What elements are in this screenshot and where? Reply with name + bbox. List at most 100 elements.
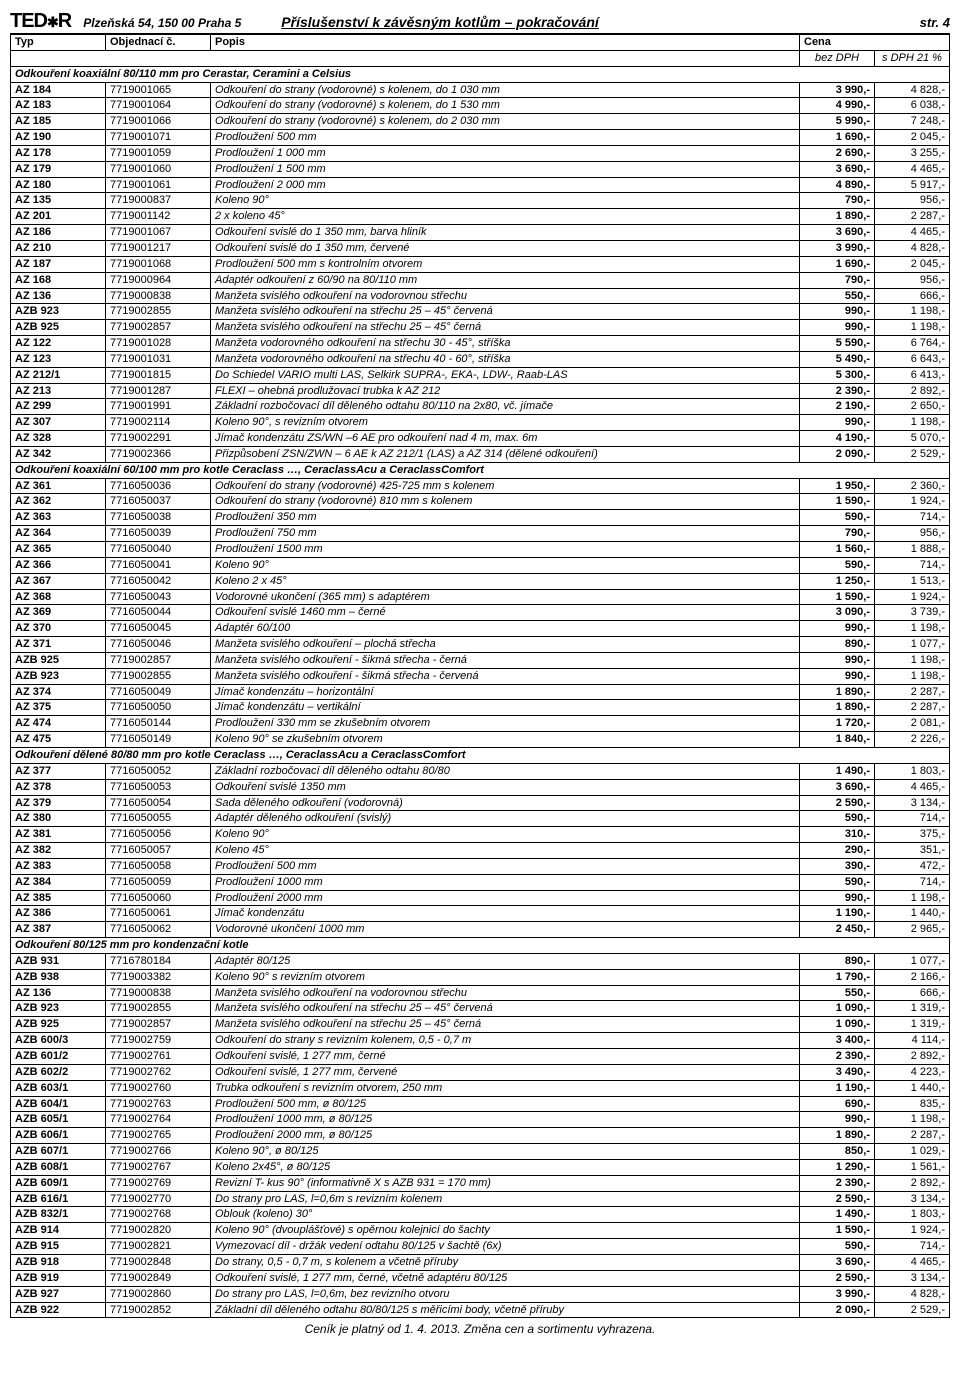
cell-obj: 7716050055 xyxy=(106,811,211,827)
cell-p1: 790,- xyxy=(800,193,875,209)
cell-typ: AZB 914 xyxy=(11,1223,106,1239)
page-title: Příslušenství k závěsným kotlům – pokrač… xyxy=(281,14,919,30)
cell-obj: 7719002821 xyxy=(106,1239,211,1255)
cell-obj: 7716050054 xyxy=(106,795,211,811)
cell-typ: AZB 925 xyxy=(11,1017,106,1033)
cell-typ: AZ 201 xyxy=(11,209,106,225)
cell-typ: AZ 363 xyxy=(11,510,106,526)
cell-popis: Vodorovné ukončení (365 mm) s adaptérem xyxy=(211,589,800,605)
table-row: AZ 3757716050050Jímač kondenzátu – verti… xyxy=(11,700,950,716)
table-row: AZ 1357719000837Koleno 90°790,-956,- xyxy=(11,193,950,209)
table-row: AZB 608/17719002767Koleno 2x45°, ø 80/12… xyxy=(11,1159,950,1175)
cell-p1: 1 890,- xyxy=(800,700,875,716)
cell-p2: 2 166,- xyxy=(875,969,950,985)
cell-obj: 7716050149 xyxy=(106,732,211,748)
cell-p2: 1 319,- xyxy=(875,1017,950,1033)
cell-p2: 1 513,- xyxy=(875,573,950,589)
cell-p1: 590,- xyxy=(800,1239,875,1255)
cell-popis: Základní díl děleného odtahu 80/80/125 s… xyxy=(211,1302,800,1318)
cell-p2: 4 465,- xyxy=(875,779,950,795)
cell-p1: 2 690,- xyxy=(800,145,875,161)
cell-obj: 7719002767 xyxy=(106,1159,211,1175)
cell-p1: 290,- xyxy=(800,843,875,859)
cell-p1: 4 990,- xyxy=(800,98,875,114)
cell-p1: 390,- xyxy=(800,858,875,874)
cell-p1: 1 950,- xyxy=(800,478,875,494)
table-row: AZB 9147719002820Koleno 90° (dvouplášťov… xyxy=(11,1223,950,1239)
cell-popis: Odkouření do strany (vodorovné) s kolene… xyxy=(211,98,800,114)
cell-obj: 7719001071 xyxy=(106,130,211,146)
table-row: AZ 1787719001059Prodloužení 1 000 mm2 69… xyxy=(11,145,950,161)
table-row: AZ 3787716050053Odkouření svislé 1350 mm… xyxy=(11,779,950,795)
cell-obj: 7716050060 xyxy=(106,890,211,906)
table-row: AZ 3667716050041Koleno 90°590,-714,- xyxy=(11,557,950,573)
cell-typ: AZ 179 xyxy=(11,161,106,177)
cell-obj: 7719001991 xyxy=(106,399,211,415)
cell-typ: AZ 383 xyxy=(11,858,106,874)
cell-popis: Koleno 90° xyxy=(211,193,800,209)
cell-p2: 3 134,- xyxy=(875,1191,950,1207)
cell-popis: Odkouření do strany (vodorovné) 425-725 … xyxy=(211,478,800,494)
cell-popis: Jímač kondenzátu – vertikální xyxy=(211,700,800,716)
col-cena: Cena xyxy=(800,35,950,51)
cell-p1: 3 990,- xyxy=(800,240,875,256)
table-row: AZ 3077719002114Koleno 90°, s revizním o… xyxy=(11,415,950,431)
cell-obj: 7719001068 xyxy=(106,256,211,272)
cell-typ: AZ 213 xyxy=(11,383,106,399)
logo: TED✱R xyxy=(10,10,83,33)
cell-obj: 7719000838 xyxy=(106,985,211,1001)
cell-p1: 990,- xyxy=(800,415,875,431)
cell-obj: 7719002766 xyxy=(106,1144,211,1160)
cell-popis: Manžeta svislého odkouření na střechu 25… xyxy=(211,304,800,320)
cell-p1: 3 690,- xyxy=(800,779,875,795)
table-row: AZ 3287719002291Jímač kondenzátu ZS/WN –… xyxy=(11,431,950,447)
cell-p1: 4 190,- xyxy=(800,431,875,447)
cell-popis: Odkouření svislé do 1 350 mm, červené xyxy=(211,240,800,256)
table-row: AZ 4747716050144Prodloužení 330 mm se zk… xyxy=(11,716,950,732)
cell-obj: 7719001065 xyxy=(106,82,211,98)
section-header: Odkouření dělené 80/80 mm pro kotle Cera… xyxy=(11,747,950,763)
table-row: AZB 9277719002860Do strany pro LAS, l=0,… xyxy=(11,1286,950,1302)
cell-typ: AZB 925 xyxy=(11,320,106,336)
cell-p1: 1 250,- xyxy=(800,573,875,589)
cell-popis: Jímač kondenzátu xyxy=(211,906,800,922)
cell-typ: AZ 369 xyxy=(11,605,106,621)
cell-p2: 1 319,- xyxy=(875,1001,950,1017)
cell-obj: 7719002769 xyxy=(106,1175,211,1191)
table-row: AZ 1807719001061Prodloužení 2 000 mm4 89… xyxy=(11,177,950,193)
cell-p1: 2 390,- xyxy=(800,1175,875,1191)
cell-p2: 1 077,- xyxy=(875,953,950,969)
cell-popis: Odkouření svislé do 1 350 mm, barva hlin… xyxy=(211,225,800,241)
cell-typ: AZB 915 xyxy=(11,1239,106,1255)
cell-p2: 714,- xyxy=(875,557,950,573)
cell-popis: Manžeta svislého odkouření na střechu 25… xyxy=(211,1001,800,1017)
table-row: AZB 9237719002855Manžeta svislého odkouř… xyxy=(11,1001,950,1017)
cell-p2: 2 360,- xyxy=(875,478,950,494)
cell-p1: 3 990,- xyxy=(800,1286,875,1302)
cell-popis: Odkouření svislé 1350 mm xyxy=(211,779,800,795)
section-header: Odkouření koaxiální 80/110 mm pro Cerast… xyxy=(11,66,950,82)
cell-typ: AZ 365 xyxy=(11,542,106,558)
table-row: AZ 3807716050055Adaptér děleného odkouře… xyxy=(11,811,950,827)
table-row: AZ 3837716050058Prodloužení 500 mm390,-4… xyxy=(11,858,950,874)
cell-p1: 850,- xyxy=(800,1144,875,1160)
cell-typ: AZ 370 xyxy=(11,621,106,637)
cell-p1: 2 590,- xyxy=(800,795,875,811)
table-row: AZ 1847719001065Odkouření do strany (vod… xyxy=(11,82,950,98)
cell-popis: Manžeta svislého odkouření na střechu 25… xyxy=(211,1017,800,1033)
cell-p1: 4 890,- xyxy=(800,177,875,193)
cell-obj: 7716050049 xyxy=(106,684,211,700)
cell-typ: AZB 927 xyxy=(11,1286,106,1302)
cell-p2: 2 287,- xyxy=(875,700,950,716)
table-row: AZ 1367719000838Manžeta svislého odkouře… xyxy=(11,985,950,1001)
cell-p1: 2 090,- xyxy=(800,1302,875,1318)
cell-obj: 7719002764 xyxy=(106,1112,211,1128)
cell-p2: 5 070,- xyxy=(875,431,950,447)
table-row: AZ 2137719001287FLEXI – ohebná prodlužov… xyxy=(11,383,950,399)
cell-popis: Do Schiedel VARIO multi LAS, Selkirk SUP… xyxy=(211,367,800,383)
cell-p1: 1 090,- xyxy=(800,1001,875,1017)
cell-popis: Prodloužení 2000 mm, ø 80/125 xyxy=(211,1128,800,1144)
cell-p2: 1 888,- xyxy=(875,542,950,558)
cell-obj: 7719001031 xyxy=(106,351,211,367)
cell-p1: 1 720,- xyxy=(800,716,875,732)
